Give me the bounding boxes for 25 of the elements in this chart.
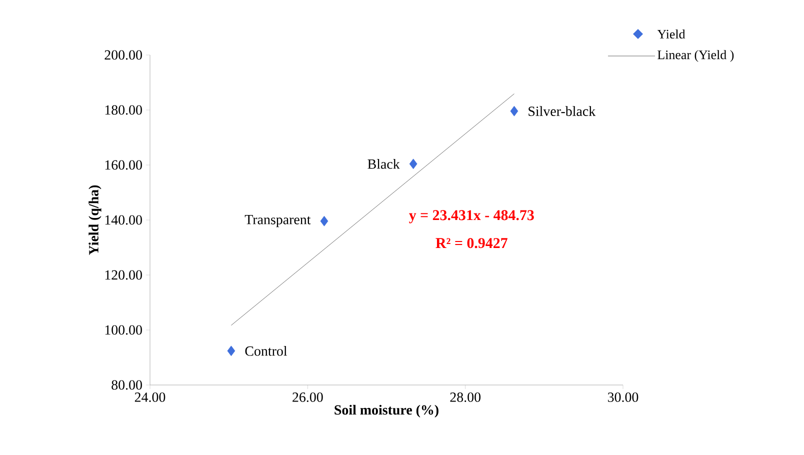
x-axis-title: Soil moisture (%) [334,404,438,418]
y-tick-label: 160.00 [105,160,142,170]
x-tick-label: 30.00 [608,392,638,402]
point [320,216,328,226]
y-tick-label: 180.00 [105,105,142,115]
annotation: R² = 0.9427 [436,238,508,248]
annotation: Control [245,346,288,356]
point [409,158,418,170]
annotation: Silver-black [528,106,596,116]
point [510,106,518,116]
annotation: Transparent [244,215,311,228]
x-tick-label: 24.00 [134,392,166,402]
y-tick-label: 140.00 [105,215,142,225]
y-tick-label: 200.00 [104,50,142,60]
x-tick-label: 28.00 [450,392,480,402]
y-tick-label: 120.00 [105,270,142,280]
annotation: Black [368,158,400,169]
annotation: y = 23.431x - 484.73 [408,210,534,224]
legend-label: Linear (Yield ) [658,50,734,62]
y-axis-title: Yield (q/ha) [88,185,102,255]
point [227,346,236,356]
y-tick-label: 100.00 [105,325,142,335]
x-tick-label: 26.00 [292,392,323,402]
legend-label: Yield [657,29,686,39]
y-tick-label: 80.00 [112,380,142,390]
